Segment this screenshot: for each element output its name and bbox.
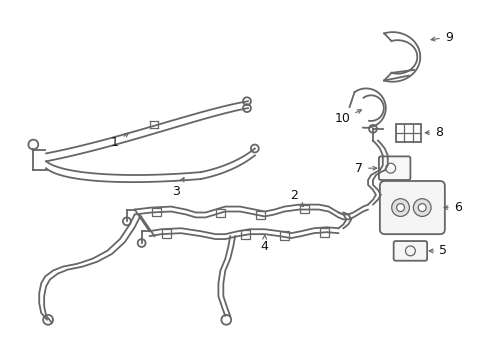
Bar xyxy=(152,208,161,216)
FancyBboxPatch shape xyxy=(379,181,444,234)
Text: 4: 4 xyxy=(260,235,268,253)
Text: 1: 1 xyxy=(111,133,128,149)
Text: 9: 9 xyxy=(430,31,452,44)
Text: 3: 3 xyxy=(172,177,183,198)
Bar xyxy=(216,208,225,217)
Bar xyxy=(319,228,328,237)
Bar xyxy=(300,204,308,213)
Text: 2: 2 xyxy=(290,189,303,207)
Circle shape xyxy=(417,204,425,212)
Text: 5: 5 xyxy=(428,244,446,257)
Bar xyxy=(241,230,249,239)
FancyBboxPatch shape xyxy=(393,241,426,261)
Text: 10: 10 xyxy=(334,110,361,125)
Bar xyxy=(395,124,420,141)
Text: 8: 8 xyxy=(425,126,442,139)
Circle shape xyxy=(396,204,404,212)
Bar xyxy=(255,211,264,219)
Circle shape xyxy=(412,199,430,216)
FancyBboxPatch shape xyxy=(378,156,409,180)
Text: 6: 6 xyxy=(443,201,461,214)
Text: 7: 7 xyxy=(354,162,376,175)
Circle shape xyxy=(391,199,408,216)
Bar xyxy=(162,229,171,238)
Bar xyxy=(280,231,289,240)
